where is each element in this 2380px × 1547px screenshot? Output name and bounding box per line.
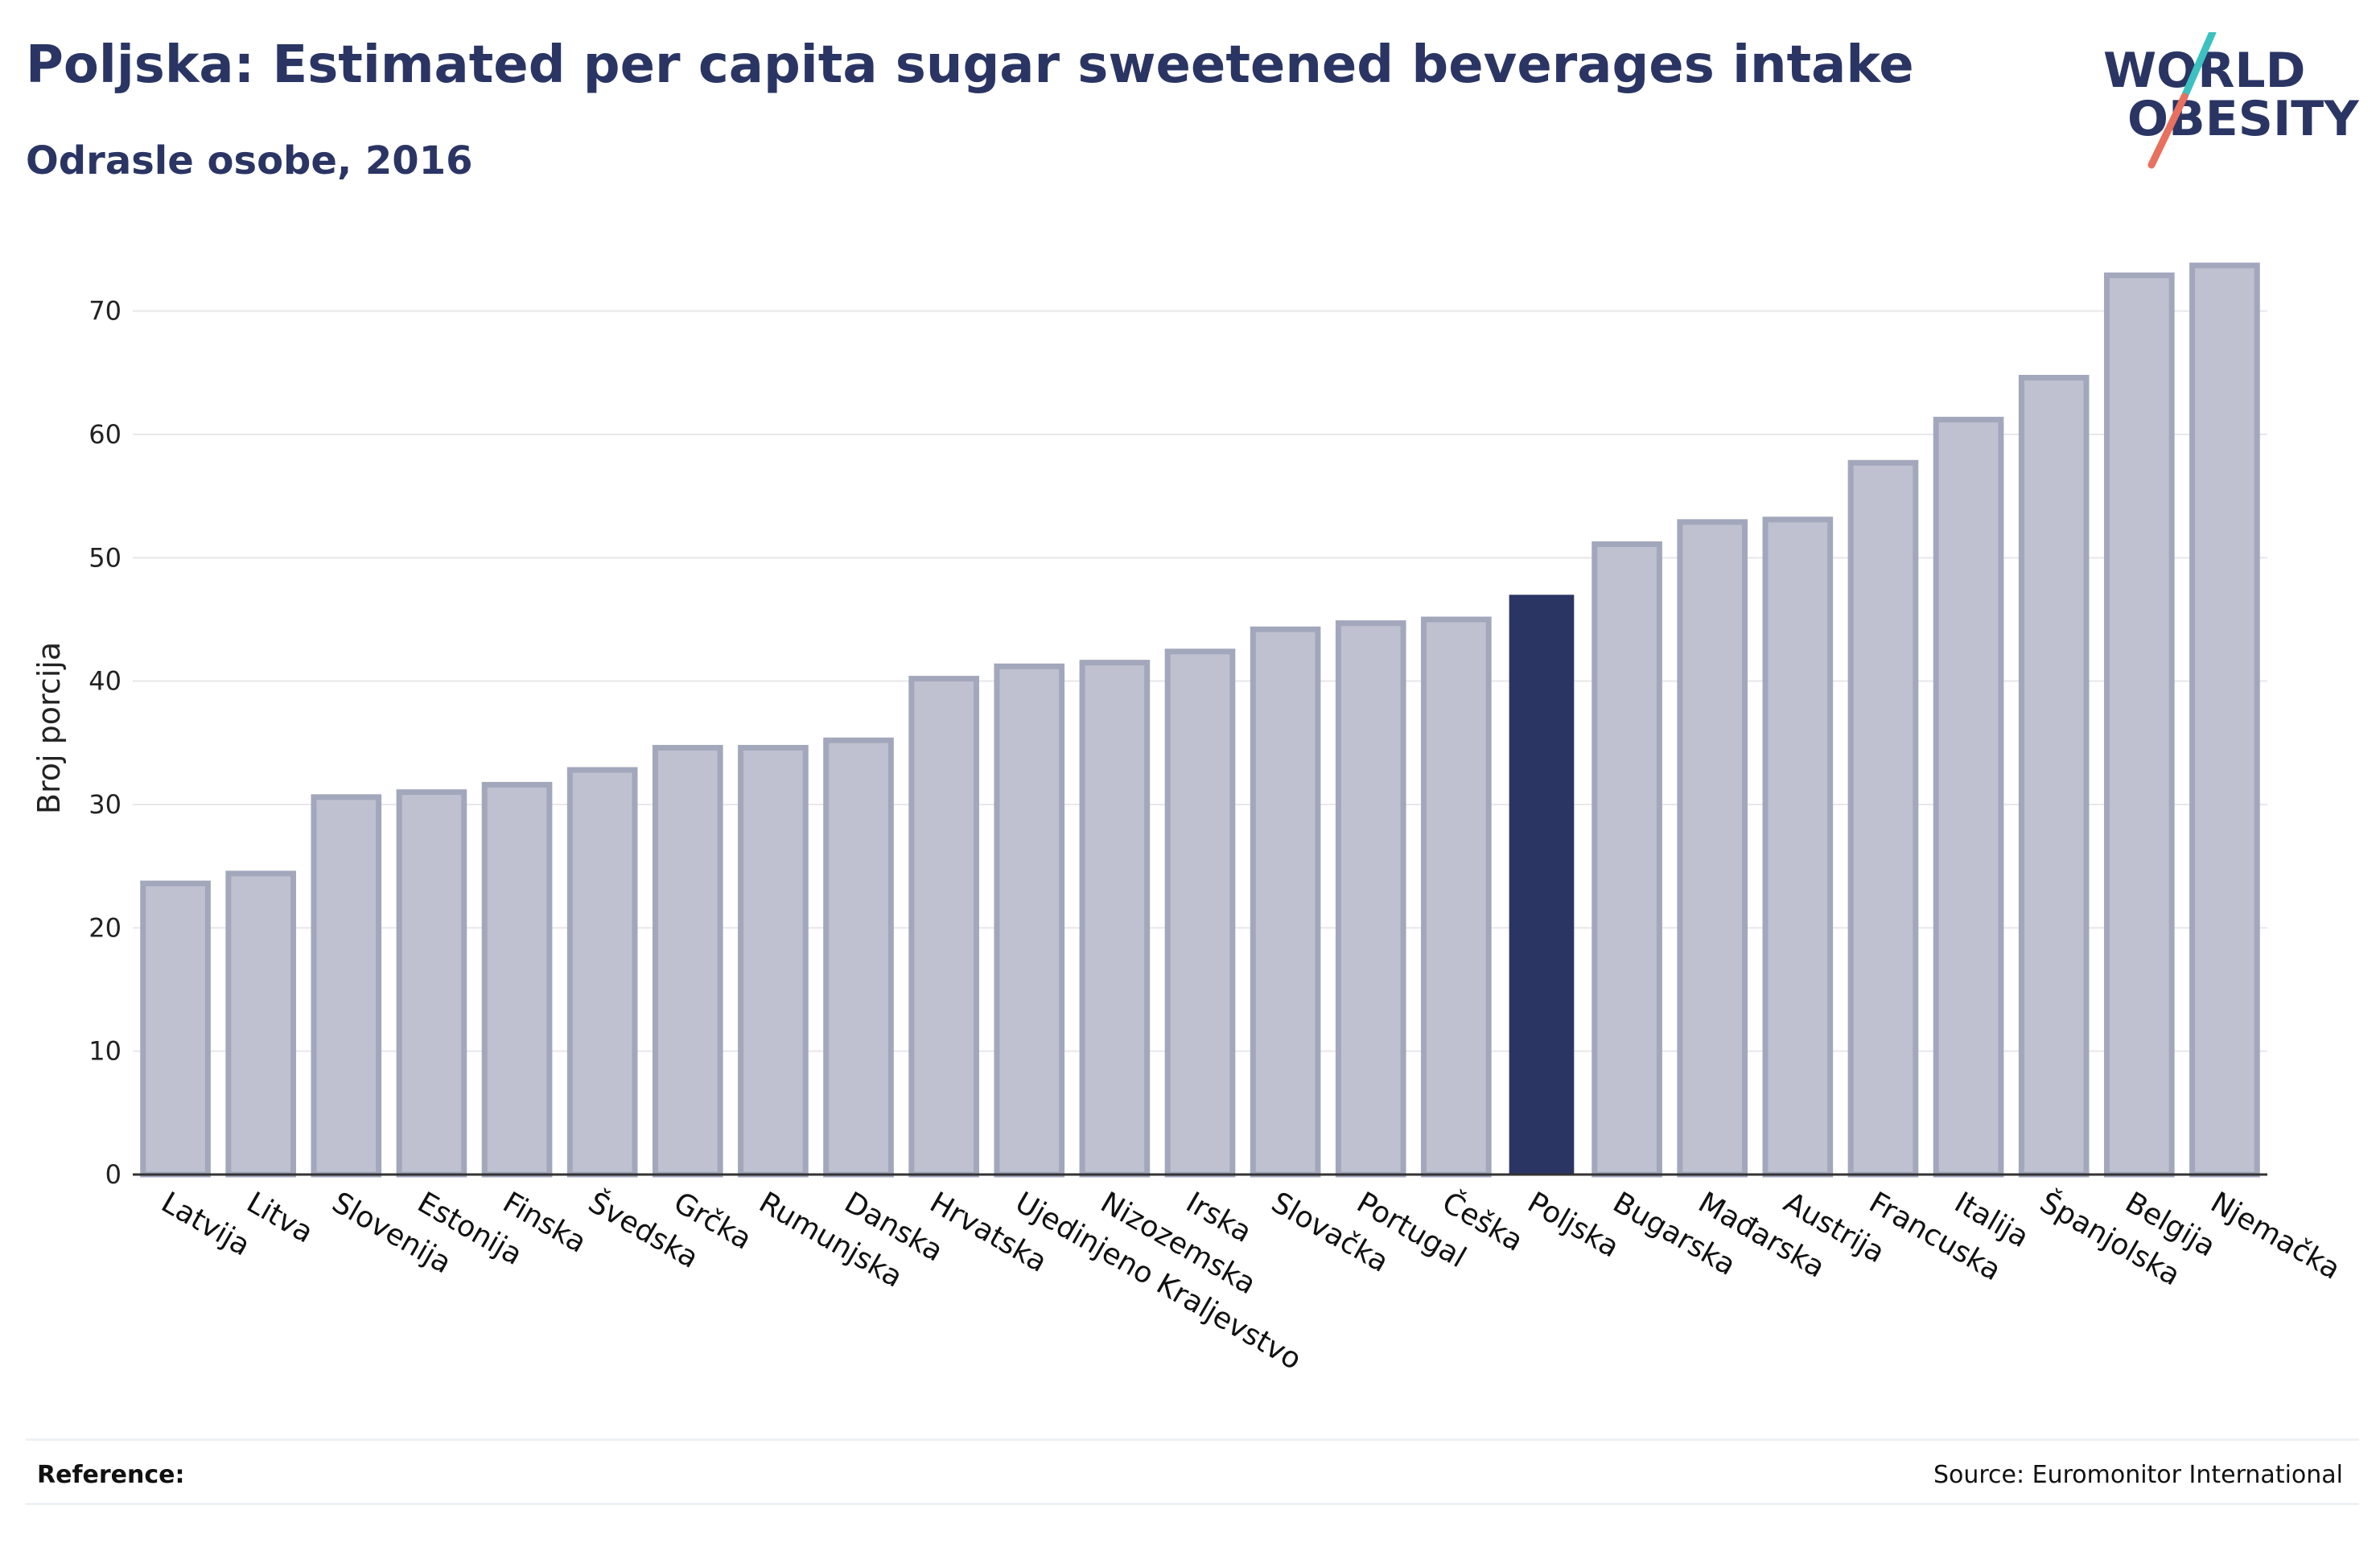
bar [2103, 272, 2175, 1178]
slash-logo-icon-lower [2147, 93, 2189, 169]
bar [2189, 262, 2260, 1178]
bar [823, 737, 894, 1178]
chart-title: Poljska: Estimated per capita sugar swee… [26, 35, 1914, 95]
y-axis-title: Broj porcija [31, 642, 67, 814]
bar [1677, 519, 1748, 1178]
bar [1335, 620, 1406, 1178]
slash-logo-icon [2180, 32, 2217, 101]
footer-divider-top [26, 1438, 2359, 1441]
source-note: Source: Euromonitor International [1933, 1461, 2343, 1489]
bar [1164, 648, 1236, 1178]
y-tick-label: 0 [105, 1159, 121, 1190]
y-tick-label: 40 [89, 666, 121, 697]
x-tick-label: Latvija [156, 1186, 256, 1262]
x-tick-label: Litva [241, 1186, 319, 1249]
y-tick-label: 70 [89, 296, 121, 327]
y-tick-label: 30 [89, 789, 121, 820]
y-tick-label: 20 [89, 912, 121, 943]
bar [140, 880, 211, 1178]
bar [1933, 417, 2004, 1178]
y-tick-label: 50 [89, 542, 121, 573]
bar [396, 789, 467, 1178]
reference-label: Reference: [37, 1461, 185, 1489]
bar [481, 781, 553, 1178]
bar [1847, 459, 1919, 1178]
bar [652, 744, 723, 1178]
bar [1591, 541, 1662, 1178]
bar [1762, 516, 1834, 1178]
chart-subtitle: Odrasle osobe, 2016 [26, 138, 473, 183]
bar [1250, 626, 1321, 1178]
bar [225, 870, 297, 1178]
bar [566, 767, 638, 1178]
bar [311, 794, 382, 1178]
y-tick-label: 10 [89, 1036, 121, 1067]
bar-highlight [1509, 595, 1575, 1175]
bar [2018, 374, 2090, 1178]
bar [738, 744, 809, 1178]
x-tick-label: Njemačka [2205, 1186, 2345, 1286]
bar [908, 676, 979, 1178]
bar [1421, 616, 1492, 1178]
x-tick-label: Poljska [1521, 1186, 1624, 1264]
y-tick-label: 60 [89, 419, 121, 450]
world-obesity-logo: WORLD OBESITY [2103, 32, 2360, 169]
bar [994, 663, 1065, 1178]
bar [1079, 660, 1151, 1178]
footer-divider-bottom [26, 1503, 2359, 1505]
